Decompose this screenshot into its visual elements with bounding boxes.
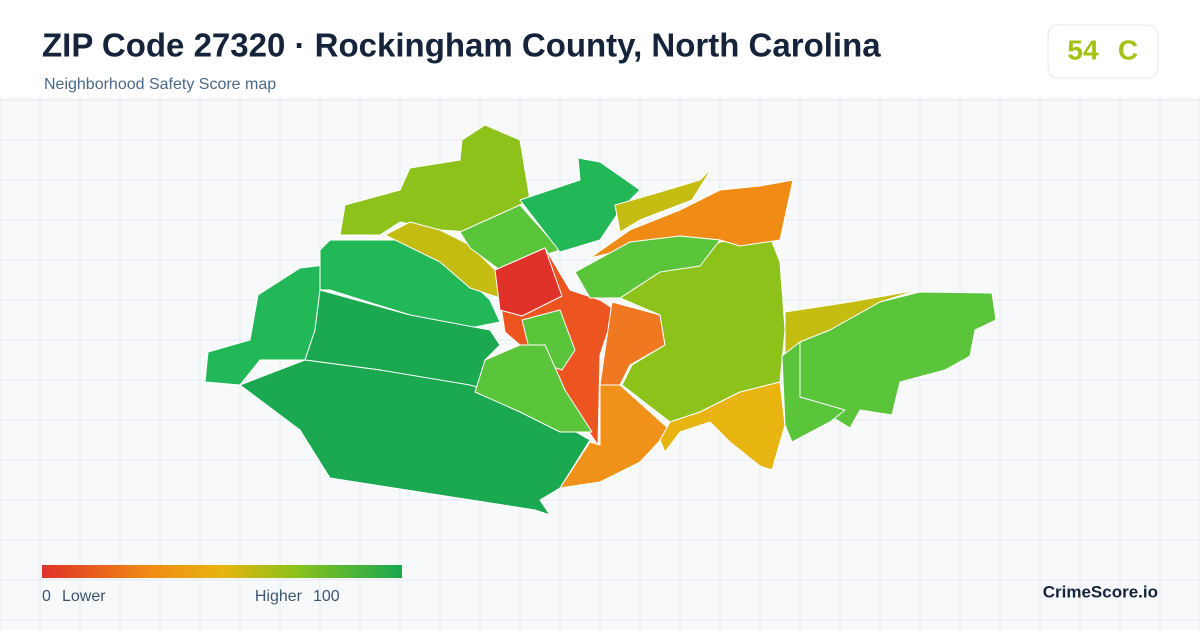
legend-max: 100	[313, 588, 340, 605]
region	[319, 239, 501, 331]
region	[614, 167, 713, 233]
region	[781, 341, 846, 443]
region	[799, 291, 997, 429]
score-value: 54	[1067, 34, 1099, 65]
legend-gradient	[42, 565, 402, 578]
score-box	[1047, 24, 1159, 79]
header-band	[0, 0, 1200, 97]
region	[659, 381, 786, 471]
legend-min-label: Lower	[62, 588, 106, 605]
score-grade: C	[1118, 34, 1138, 65]
legend-max-label: Higher	[255, 588, 303, 605]
map	[204, 124, 997, 516]
brand: CrimeScore.io	[1043, 582, 1158, 601]
title: ZIP Code 27320 · Rockingham County, Nort…	[42, 27, 881, 64]
region	[574, 235, 721, 299]
region	[559, 384, 671, 489]
region	[474, 344, 593, 433]
region	[519, 157, 641, 253]
subtitle: Neighborhood Safety Score map	[44, 76, 276, 93]
region	[494, 247, 563, 317]
legend-min: 0	[42, 588, 51, 605]
